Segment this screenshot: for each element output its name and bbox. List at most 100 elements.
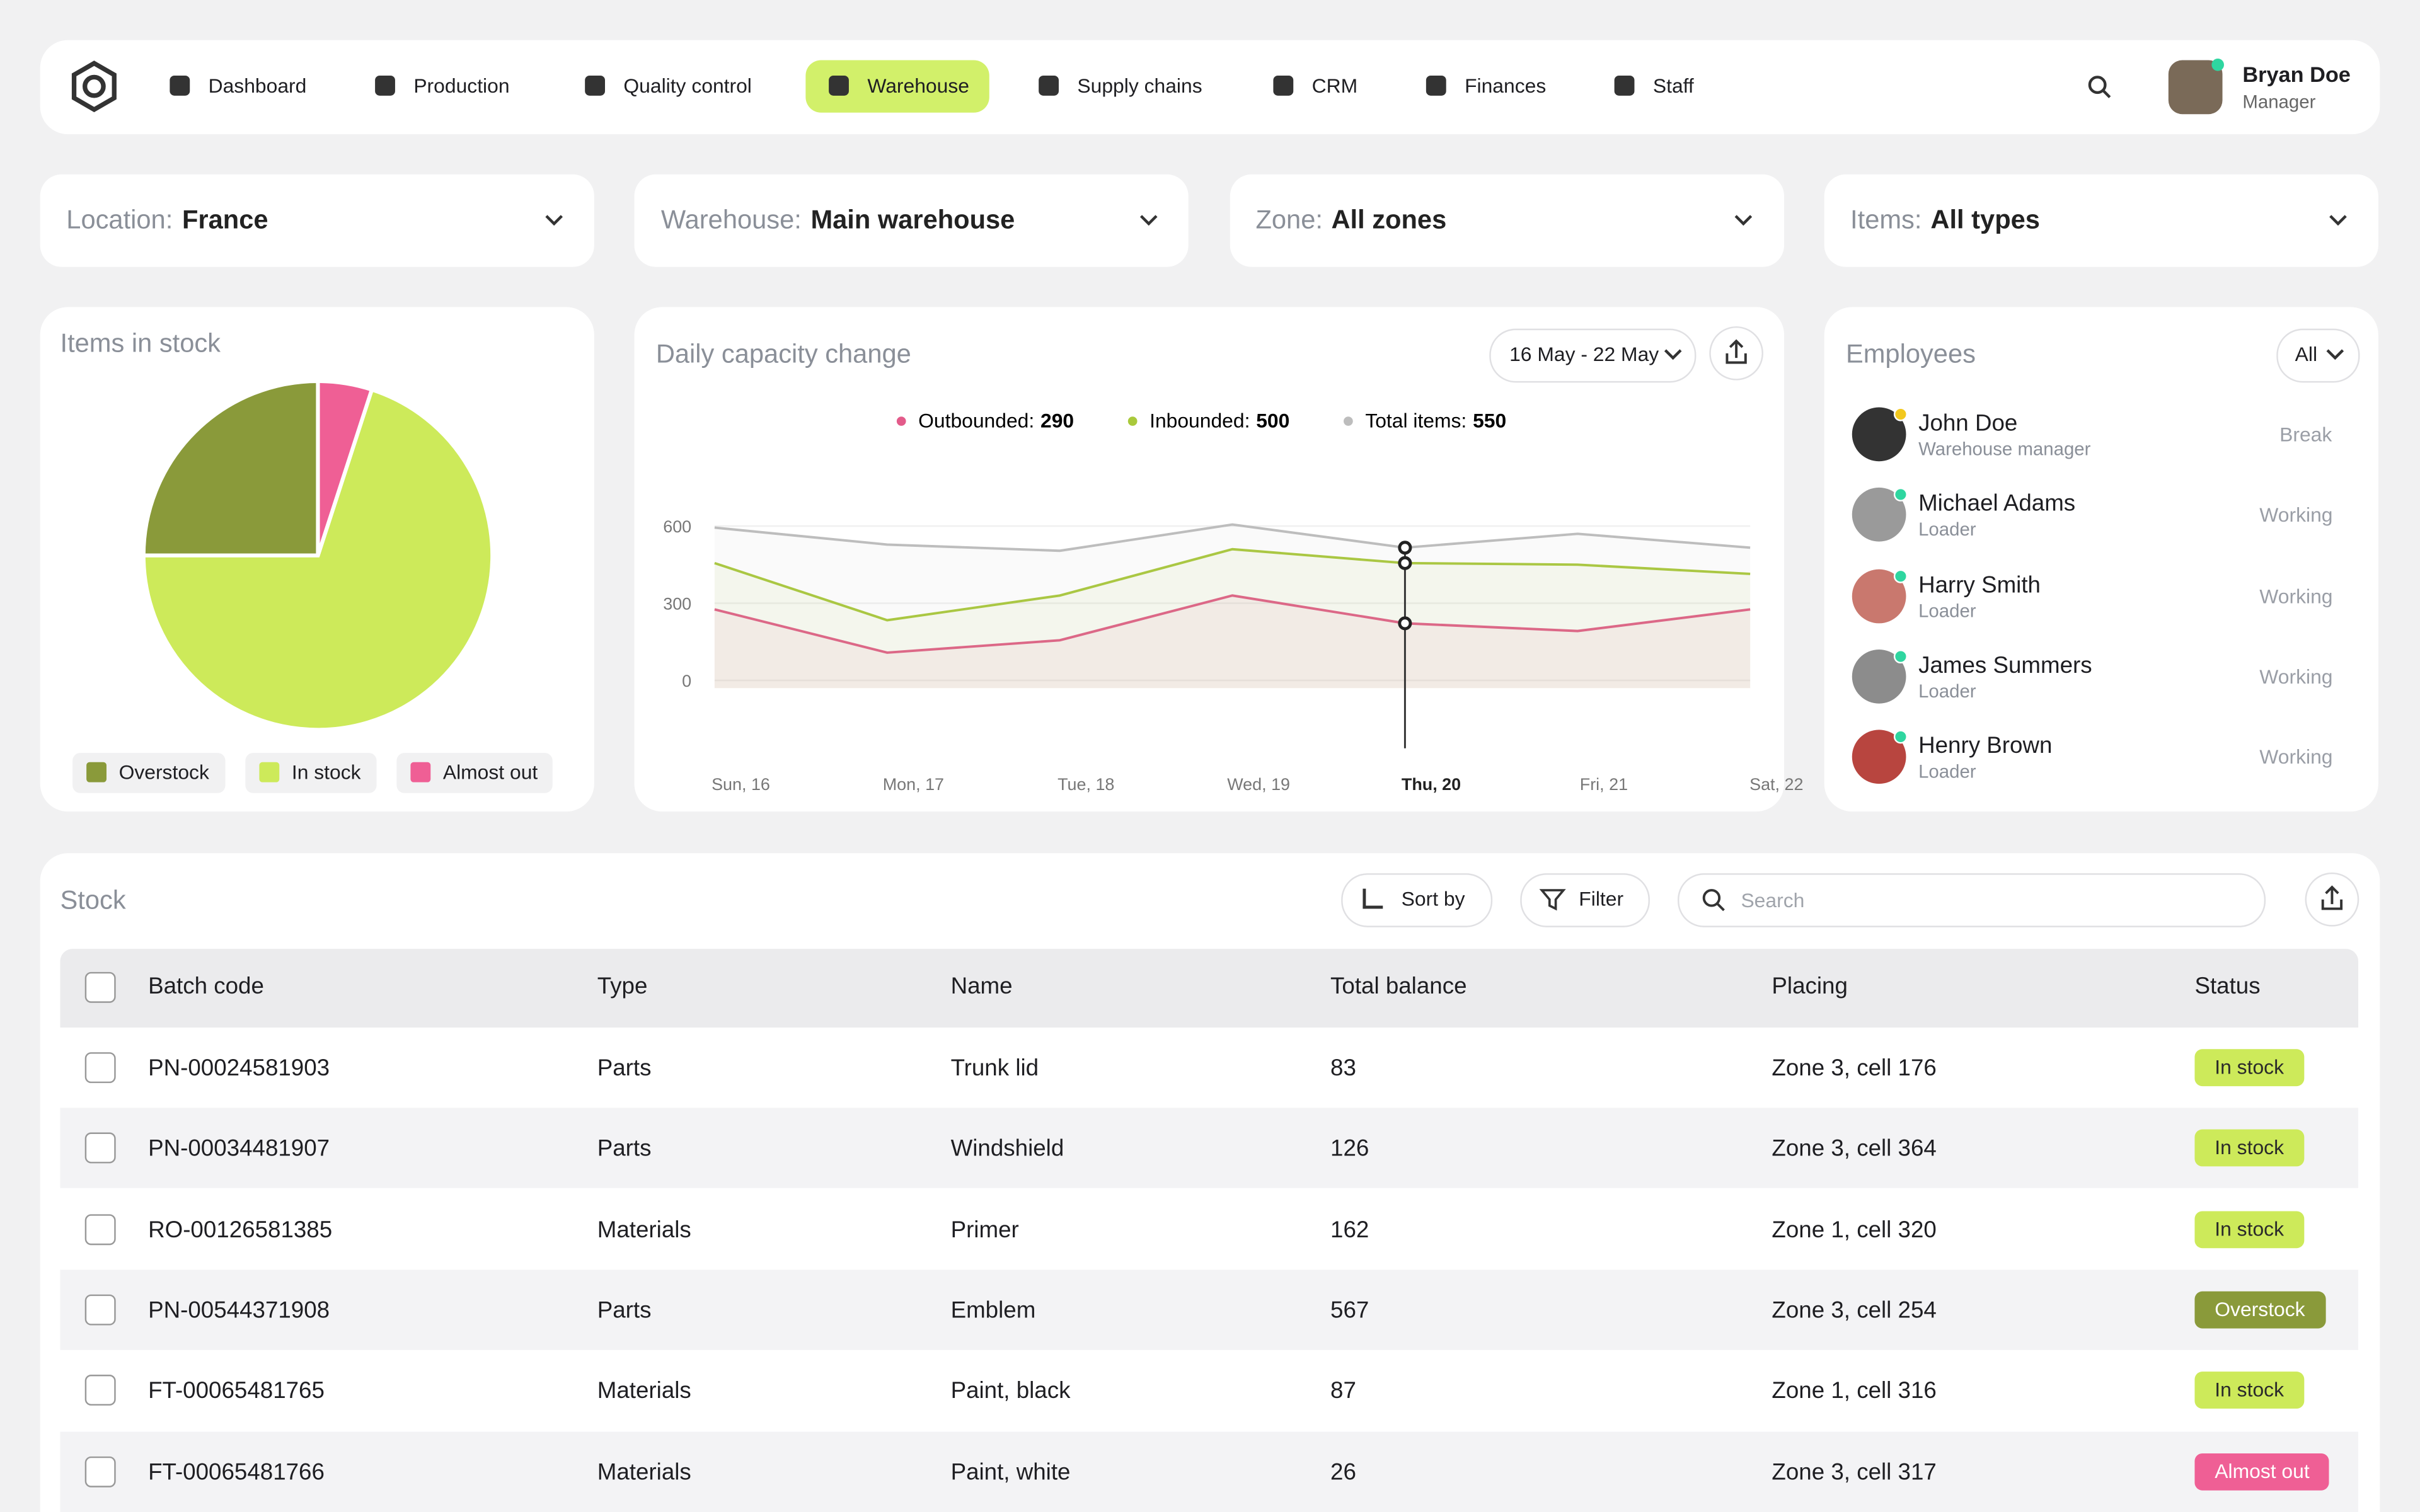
checkbox[interactable] xyxy=(84,1294,116,1326)
series-area xyxy=(714,524,1751,689)
legend-name: Total items: xyxy=(1365,409,1466,432)
sort-button[interactable] xyxy=(1341,873,1493,927)
export-icon xyxy=(1726,339,1747,364)
employee-name: James Summers xyxy=(1918,652,2092,679)
filter-box[interactable] xyxy=(1824,174,2378,267)
row-bg xyxy=(60,1431,2359,1511)
status-dot xyxy=(1893,649,1908,663)
nav-item[interactable]: Staff xyxy=(1652,74,1694,98)
table-cell: Primer xyxy=(950,1217,1019,1243)
table-cell: Trunk lid xyxy=(950,1055,1039,1082)
table-cell: Paint, white xyxy=(950,1458,1071,1486)
filter-box[interactable] xyxy=(1229,174,1784,267)
series-line xyxy=(714,523,1751,553)
table-cell: Zone 3, cell 254 xyxy=(1772,1297,1937,1324)
user-name: Bryan Doe xyxy=(2242,61,2351,87)
row-bg xyxy=(60,1108,2359,1189)
checkbox[interactable] xyxy=(84,1213,116,1245)
search-placeholder: Search xyxy=(1741,888,1805,912)
table-cell: Emblem xyxy=(950,1297,1036,1324)
employee-filter-text: All xyxy=(2295,342,2318,366)
table-cell: RO-00126581385 xyxy=(148,1217,333,1243)
pie-slice xyxy=(141,379,320,558)
nav-icon xyxy=(375,76,395,96)
table-cell: Materials xyxy=(597,1217,691,1243)
nav-item[interactable]: Supply chains xyxy=(1077,74,1202,98)
filter-label: Filter xyxy=(1579,887,1624,910)
table-header xyxy=(60,949,2359,1028)
legend-value: 290 xyxy=(1040,409,1074,432)
card-title: Employees xyxy=(1845,339,1976,369)
legend-item: Almost out xyxy=(396,753,553,793)
search-box[interactable] xyxy=(1678,873,2266,927)
column-header: Batch code xyxy=(148,973,264,1000)
series-area xyxy=(714,595,1751,689)
top-nav xyxy=(40,40,2380,135)
status-dot xyxy=(1893,568,1908,583)
filter-value: Main warehouse xyxy=(810,205,1015,235)
employee-name: Michael Adams xyxy=(1918,491,2076,518)
nav-icon xyxy=(1614,76,1635,96)
employee-filter[interactable] xyxy=(2276,328,2360,383)
legend-swatch xyxy=(410,762,431,782)
legend-name: Inbounded: xyxy=(1150,409,1250,432)
filter-chevron xyxy=(2329,215,2347,226)
table-cell: FT-00065481765 xyxy=(148,1378,325,1405)
checkbox[interactable] xyxy=(84,1052,116,1084)
status-dot xyxy=(1893,730,1908,744)
x-tick-label: Thu, 20 xyxy=(1402,775,1461,794)
checkbox[interactable] xyxy=(84,1133,116,1164)
table-cell: PN-00544371908 xyxy=(148,1297,330,1324)
table-cell: Parts xyxy=(597,1297,652,1324)
table-cell: 26 xyxy=(1330,1458,1356,1486)
legend-swatch xyxy=(86,762,107,782)
nav-icon xyxy=(1039,76,1059,96)
nav-item[interactable]: CRM xyxy=(1311,74,1358,98)
search-icon[interactable] xyxy=(2087,74,2114,102)
filter-chevron xyxy=(2326,349,2344,360)
nav-item[interactable]: Production xyxy=(413,74,510,98)
column-header: Name xyxy=(950,973,1013,1000)
table-cell: Parts xyxy=(597,1136,652,1162)
checkbox[interactable] xyxy=(84,1455,116,1487)
column-header: Status xyxy=(2194,973,2261,1000)
nav-item[interactable]: Warehouse xyxy=(867,74,969,98)
employee-status: Working xyxy=(2259,665,2333,688)
x-tick-label: Fri, 21 xyxy=(1580,775,1628,794)
employee-name: John Doe xyxy=(1918,410,2018,437)
nav-item[interactable]: Quality control xyxy=(623,74,752,98)
table-cell: 126 xyxy=(1330,1136,1369,1162)
status-badge: Almost out xyxy=(2194,1452,2330,1490)
filter-box[interactable] xyxy=(635,174,1189,267)
nav-item[interactable]: Finances xyxy=(1465,74,1547,98)
legend-item: Overstock xyxy=(72,753,225,793)
nav-item[interactable]: Dashboard xyxy=(208,74,307,98)
employee-role: Loader xyxy=(1918,680,1976,702)
date-range-text: 16 May - 22 May xyxy=(1509,342,1659,366)
employee-name: Henry Brown xyxy=(1918,733,2053,760)
employee-role: Loader xyxy=(1918,760,1976,783)
filter-box[interactable] xyxy=(40,174,594,267)
checkbox[interactable] xyxy=(84,971,116,1003)
export-icon xyxy=(2321,885,2343,910)
table-cell: Zone 3, cell 176 xyxy=(1772,1055,1937,1082)
series-line xyxy=(714,547,1751,622)
nav-icon xyxy=(1273,76,1294,96)
table-cell: 83 xyxy=(1330,1055,1356,1082)
status-badge: In stock xyxy=(2194,1130,2304,1167)
table-cell: Parts xyxy=(597,1055,652,1082)
legend-value: 550 xyxy=(1473,409,1506,432)
filter-label: Items: xyxy=(1850,205,1922,235)
date-range[interactable] xyxy=(1489,328,1697,383)
online-dot xyxy=(2211,59,2224,71)
filter-button[interactable] xyxy=(1520,873,1650,927)
chart-title: Daily capacity change xyxy=(655,339,911,369)
table-cell: 567 xyxy=(1330,1297,1369,1324)
checkbox[interactable] xyxy=(84,1375,116,1406)
nav-icon xyxy=(1426,76,1446,96)
employee-role: Warehouse manager xyxy=(1918,438,2091,460)
sort-label: Sort by xyxy=(1401,887,1465,910)
status-badge: In stock xyxy=(2194,1049,2304,1087)
employee-status: Working xyxy=(2259,503,2333,527)
